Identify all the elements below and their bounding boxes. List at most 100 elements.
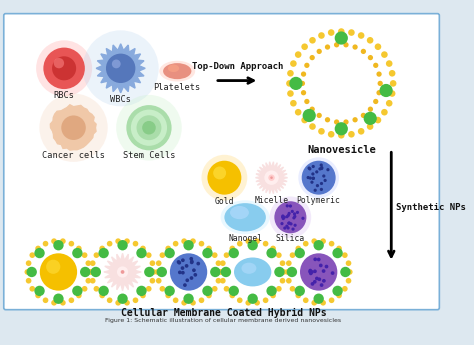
Text: Figure 1: Schematic illustration of cellular membrane derived nanovesicles: Figure 1: Schematic illustration of cell… xyxy=(105,318,341,323)
Circle shape xyxy=(177,260,181,264)
Circle shape xyxy=(178,270,182,274)
Circle shape xyxy=(254,238,260,244)
Circle shape xyxy=(287,90,294,97)
Circle shape xyxy=(36,40,92,96)
Circle shape xyxy=(314,189,317,192)
Circle shape xyxy=(213,167,226,179)
Circle shape xyxy=(115,300,121,306)
Circle shape xyxy=(318,277,321,281)
Ellipse shape xyxy=(220,200,270,234)
Circle shape xyxy=(315,170,319,174)
Circle shape xyxy=(287,70,294,77)
Circle shape xyxy=(376,90,382,95)
Circle shape xyxy=(53,294,64,304)
Circle shape xyxy=(310,270,314,274)
Circle shape xyxy=(91,267,101,277)
Circle shape xyxy=(320,182,323,185)
FancyBboxPatch shape xyxy=(4,14,439,310)
Circle shape xyxy=(294,248,305,258)
Circle shape xyxy=(82,286,88,292)
Circle shape xyxy=(156,239,221,305)
Circle shape xyxy=(89,269,94,275)
Circle shape xyxy=(301,43,308,50)
Circle shape xyxy=(219,269,224,275)
Circle shape xyxy=(85,260,91,266)
Circle shape xyxy=(317,113,322,118)
Circle shape xyxy=(237,241,243,246)
Circle shape xyxy=(43,48,85,89)
Circle shape xyxy=(140,293,146,298)
Circle shape xyxy=(266,248,277,258)
Circle shape xyxy=(381,109,388,116)
Circle shape xyxy=(220,260,226,266)
Circle shape xyxy=(328,29,335,36)
Circle shape xyxy=(177,261,181,265)
Circle shape xyxy=(156,278,162,284)
Text: Micelle: Micelle xyxy=(255,196,289,205)
Circle shape xyxy=(181,271,185,275)
Circle shape xyxy=(39,93,108,162)
Circle shape xyxy=(133,297,138,303)
Text: Synthetic NPs: Synthetic NPs xyxy=(396,203,466,213)
Circle shape xyxy=(316,184,319,187)
Polygon shape xyxy=(255,162,288,194)
Circle shape xyxy=(190,259,194,263)
Circle shape xyxy=(286,239,351,305)
Circle shape xyxy=(183,240,194,250)
Circle shape xyxy=(51,238,57,244)
Circle shape xyxy=(29,252,35,258)
Text: Nanovesicle: Nanovesicle xyxy=(307,145,376,155)
Text: Cancer cells: Cancer cells xyxy=(42,151,105,160)
Text: Gold: Gold xyxy=(215,197,234,206)
Circle shape xyxy=(310,282,314,286)
Circle shape xyxy=(183,294,194,304)
Circle shape xyxy=(246,238,251,244)
Text: Nanogel: Nanogel xyxy=(228,234,262,243)
Circle shape xyxy=(295,109,301,116)
Circle shape xyxy=(343,119,348,125)
Circle shape xyxy=(206,293,212,298)
Circle shape xyxy=(309,272,313,275)
Circle shape xyxy=(121,270,125,274)
Circle shape xyxy=(378,81,383,86)
Circle shape xyxy=(300,81,305,86)
Circle shape xyxy=(54,58,64,68)
Circle shape xyxy=(353,117,358,122)
Circle shape xyxy=(358,32,365,39)
Circle shape xyxy=(137,115,162,140)
Circle shape xyxy=(309,37,316,43)
Circle shape xyxy=(229,246,235,251)
Circle shape xyxy=(131,110,167,146)
Circle shape xyxy=(190,257,193,260)
Circle shape xyxy=(72,286,82,296)
Circle shape xyxy=(332,248,343,258)
Circle shape xyxy=(190,276,193,280)
Circle shape xyxy=(35,246,41,251)
Circle shape xyxy=(374,117,381,124)
Circle shape xyxy=(246,300,251,306)
Circle shape xyxy=(165,293,171,298)
Circle shape xyxy=(319,164,323,167)
Circle shape xyxy=(348,131,355,138)
Circle shape xyxy=(286,204,289,207)
Circle shape xyxy=(112,59,121,68)
Circle shape xyxy=(338,28,345,35)
Circle shape xyxy=(301,90,306,95)
Circle shape xyxy=(320,300,326,306)
Circle shape xyxy=(196,262,200,265)
Circle shape xyxy=(133,241,138,246)
Circle shape xyxy=(300,253,337,290)
Circle shape xyxy=(311,238,317,244)
Circle shape xyxy=(26,239,91,305)
Circle shape xyxy=(336,293,342,298)
Circle shape xyxy=(280,260,285,266)
Circle shape xyxy=(220,239,285,305)
Circle shape xyxy=(325,265,328,268)
Circle shape xyxy=(285,269,291,275)
Circle shape xyxy=(247,294,258,304)
Circle shape xyxy=(328,131,335,138)
Circle shape xyxy=(72,248,82,258)
Circle shape xyxy=(287,214,290,217)
Circle shape xyxy=(322,279,326,283)
Circle shape xyxy=(324,179,327,182)
